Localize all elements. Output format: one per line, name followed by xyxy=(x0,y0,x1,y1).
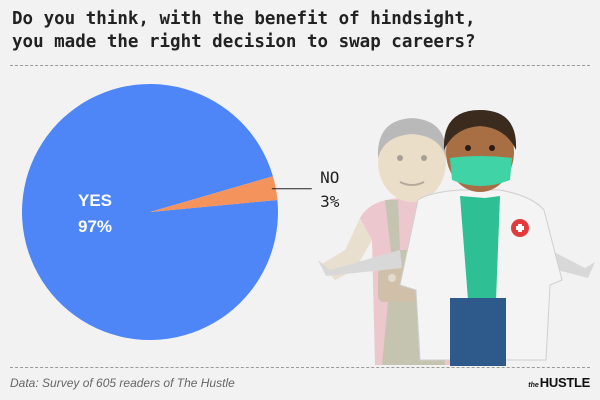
career-swap-illustration xyxy=(318,110,595,366)
chart-title: Do you think, with the benefit of hindsi… xyxy=(12,8,592,54)
pie-slice-no xyxy=(150,176,278,212)
bottom-divider xyxy=(10,367,590,368)
no-label: NO xyxy=(320,168,339,187)
title-line-2: you made the right decision to swap care… xyxy=(12,32,476,52)
source-note: Data: Survey of 605 readers of The Hustl… xyxy=(10,376,235,390)
doctor-figure xyxy=(318,110,595,366)
pie-chart: YES 97% NO 3% xyxy=(22,84,340,341)
yes-percent-label: 97% xyxy=(78,217,112,236)
title-line-1: Do you think, with the benefit of hindsi… xyxy=(12,9,476,29)
no-percent-label: 3% xyxy=(320,192,340,211)
top-divider xyxy=(10,65,590,66)
hustle-logo: the HUSTLE xyxy=(528,375,590,390)
logo-prefix: the xyxy=(528,382,539,389)
yes-label: YES xyxy=(78,191,112,210)
pie-slice-yes xyxy=(22,84,279,341)
logo-name: HUSTLE xyxy=(539,375,591,390)
